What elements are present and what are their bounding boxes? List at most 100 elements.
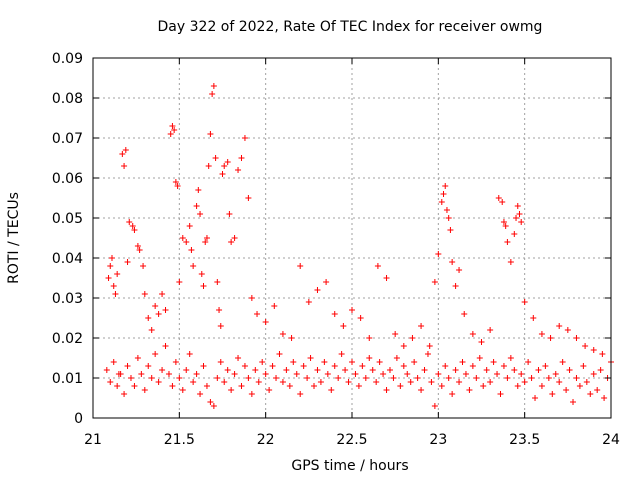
data-point [424,351,431,357]
data-point [266,387,273,393]
data-point [198,271,205,277]
data-point [483,367,490,373]
data-point [582,343,589,349]
data-point [442,183,449,189]
data-point [174,183,181,189]
data-point [219,171,226,177]
data-point [228,387,235,393]
data-point [279,379,286,385]
data-point [276,351,283,357]
data-point [155,311,162,317]
data-point [513,215,520,221]
data-point [290,359,297,365]
data-point [538,331,545,337]
data-point [165,371,172,377]
data-point [442,363,449,369]
data-point [183,367,190,373]
data-point [107,263,114,269]
data-point [203,235,210,241]
data-point [207,399,214,405]
data-point [338,351,345,357]
data-point [573,375,580,381]
chart-title: Day 322 of 2022, Rate Of TEC Index for r… [158,19,543,35]
data-point [359,363,366,369]
data-point [459,359,466,365]
data-point [552,371,559,377]
data-point [456,379,463,385]
data-point [383,275,390,281]
data-point [224,159,231,165]
data-point [490,359,497,365]
x-tick-label: 22.5 [336,432,367,448]
data-point [366,355,373,361]
data-point [217,323,224,329]
data-point [134,355,141,361]
data-point [323,279,330,285]
data-point [445,375,452,381]
data-point [452,367,459,373]
y-tick-label: 0.04 [52,251,83,267]
data-point [186,223,193,229]
data-point [469,363,476,369]
data-point [507,355,514,361]
x-axis-label: GPS time / hours [291,458,408,474]
y-tick-label: 0.07 [52,131,83,147]
data-point [305,299,312,305]
data-point [121,163,128,169]
data-point [445,215,452,221]
data-point [566,367,573,373]
data-point [352,371,359,377]
data-point [207,131,214,137]
data-point [435,251,442,257]
data-point [478,339,485,345]
data-point [176,375,183,381]
data-point [516,211,523,217]
data-point [525,359,532,365]
data-point [317,379,324,385]
data-point [210,403,217,409]
data-point [193,203,200,209]
data-point [148,375,155,381]
data-point [241,363,248,369]
x-tick-label: 21.5 [164,432,195,448]
data-point [171,127,178,133]
data-point [122,147,129,153]
data-point [428,379,435,385]
data-point [245,195,252,201]
data-point [383,387,390,393]
data-point [418,323,425,329]
data-point [594,387,601,393]
data-point [564,327,571,333]
data-point [397,383,404,389]
data-point [499,199,506,205]
data-point [374,263,381,269]
data-point [331,311,338,317]
data-point [124,363,131,369]
data-point [126,219,133,225]
data-point [518,371,525,377]
data-point [235,167,242,173]
data-point [117,371,124,377]
data-point [271,303,278,309]
data-point [461,311,468,317]
data-point [349,359,355,365]
data-point [114,383,121,389]
data-point [528,375,535,381]
data-point [480,383,487,389]
data-point [369,367,376,373]
data-point [141,387,148,393]
data-point [418,387,425,393]
data-point [532,395,539,401]
data-point [530,315,537,321]
data-point [159,367,166,373]
data-point [386,367,393,373]
data-point [176,279,183,285]
data-point [409,335,416,341]
data-point [105,275,112,281]
data-point [469,331,476,337]
y-tick-label: 0.08 [52,91,83,107]
data-point [511,367,518,373]
data-point [335,375,342,381]
data-point [563,387,570,393]
